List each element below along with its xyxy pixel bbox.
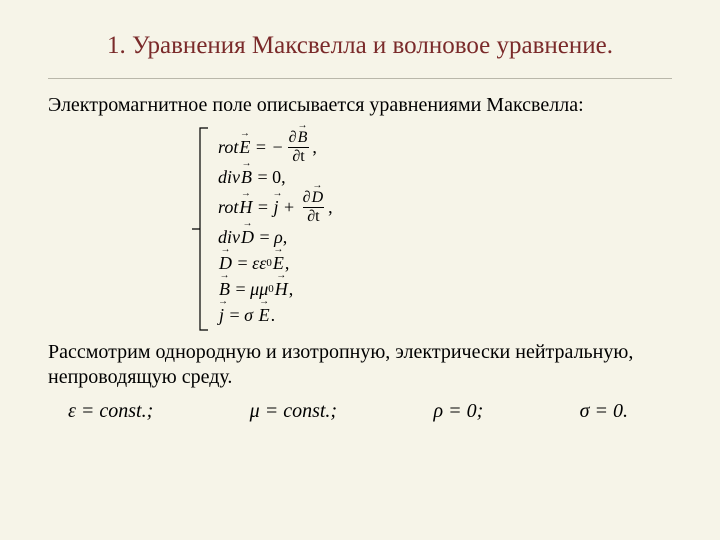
eq-rotH: rotH→ = j→ + ∂D→ ∂t ,: [218, 190, 333, 224]
page-title: 1. Уравнения Максвелла и волновое уравне…: [48, 32, 672, 60]
cond-eps: ε = const.;: [68, 400, 153, 423]
eq-rotE: rotE→ = − ∂B→ ∂t ,: [218, 130, 333, 164]
left-brace: [188, 126, 212, 332]
equation-list: rotE→ = − ∂B→ ∂t , divB→ = 0, rotH→ = j→…: [212, 126, 333, 332]
outro-text: Рассмотрим однородную и изотропную, элек…: [48, 340, 672, 390]
minus-sign: −: [271, 138, 285, 156]
maxwell-equations: rotE→ = − ∂B→ ∂t , divB→ = 0, rotH→ = j→…: [188, 126, 672, 332]
cond-mu: μ = const.;: [250, 400, 337, 423]
slide: 1. Уравнения Максвелла и волновое уравне…: [0, 0, 720, 540]
eq-B: B→ = μμ0 H→,: [218, 276, 333, 302]
eq-j: j→ = σ E→.: [218, 302, 333, 328]
cond-rho: ρ = 0;: [433, 400, 483, 423]
brace-icon: [188, 126, 212, 332]
intro-text: Электромагнитное поле описывается уравне…: [48, 93, 672, 118]
title-rule: [48, 78, 672, 79]
cond-sigma: σ = 0.: [580, 400, 628, 423]
conditions-row: ε = const.; μ = const.; ρ = 0; σ = 0.: [68, 400, 628, 423]
